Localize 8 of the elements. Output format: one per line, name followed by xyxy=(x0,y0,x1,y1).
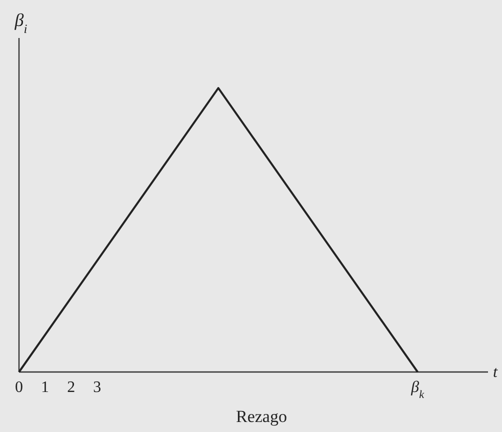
x-tick-label: β$_{k}$ xyxy=(410,379,426,401)
x-axis-title: Rezago xyxy=(236,407,287,426)
y-axis-title: β$_{i}$ xyxy=(14,10,28,36)
x-tick-label: 0 xyxy=(15,379,23,396)
x-tick-label: 3 xyxy=(93,379,102,396)
x-tick-label: 2 xyxy=(67,379,76,396)
x-tick-label: 1 xyxy=(41,379,50,396)
text: t xyxy=(493,364,498,381)
